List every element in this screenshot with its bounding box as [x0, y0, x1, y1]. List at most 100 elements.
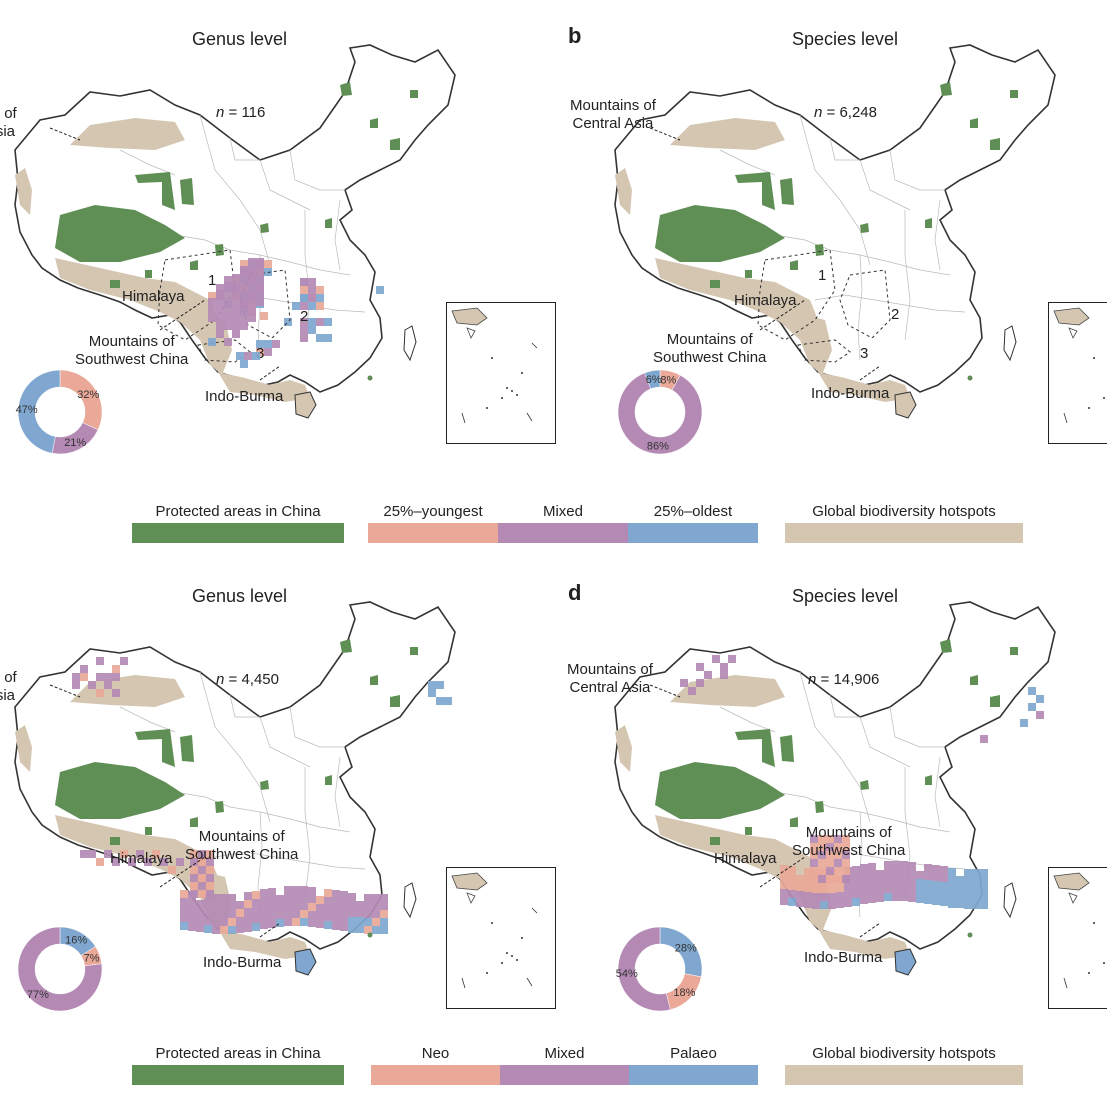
grid-cell [248, 298, 256, 306]
protected-area [780, 178, 794, 205]
grid-cell [300, 278, 308, 286]
grid-cell [284, 918, 292, 926]
grid-cell [72, 673, 80, 681]
grid-cell [180, 890, 188, 898]
region-label-indo-burma: Indo-Burma [811, 385, 890, 402]
grid-cell [220, 894, 228, 902]
grid-cell [252, 923, 260, 931]
grid-cell [826, 851, 834, 859]
protected-area [815, 244, 824, 256]
grid-cell [842, 875, 850, 883]
sample-size-value: 14,906 [833, 671, 880, 688]
protected-area [990, 138, 1000, 150]
grid-cell [812, 901, 820, 909]
grid-cell [860, 872, 868, 880]
grid-cell [324, 334, 332, 342]
grid-cell [380, 894, 388, 902]
china-map: 16% 7% 77% [14, 601, 456, 1012]
protected-area [390, 138, 400, 150]
grid-cell [324, 318, 332, 326]
hotspot-region [70, 675, 185, 707]
grid-cell [276, 895, 284, 903]
grid-cell [972, 869, 980, 877]
grid-cell [316, 294, 324, 302]
grid-cell [788, 890, 796, 898]
grid-cell [284, 318, 292, 326]
donut-slice-label: 7% [84, 953, 100, 965]
grid-cell [924, 888, 932, 896]
protected-area [925, 775, 932, 785]
grid-cell [176, 858, 184, 866]
grid-cell [228, 894, 236, 902]
donut-slice-mixed [617, 926, 671, 1012]
grid-cell [300, 894, 308, 902]
protected-area [1010, 90, 1018, 98]
grid-cell [248, 266, 256, 274]
grid-cell [818, 835, 826, 843]
grid-cell [324, 889, 332, 897]
grid-cell [868, 895, 876, 903]
grid-cell [248, 258, 256, 266]
grid-cell [308, 895, 316, 903]
legend-protected-label: Protected areas in China [155, 503, 321, 520]
donut-slice-old [17, 369, 61, 454]
sample-size-value: 116 [241, 104, 266, 121]
grid-cell [216, 290, 224, 298]
grid-cell [72, 681, 80, 689]
grid-cell [256, 290, 264, 298]
grid-cell [316, 920, 324, 928]
hotspot-region [655, 815, 818, 897]
grid-cell [300, 910, 308, 918]
grid-cell [810, 867, 818, 875]
grid-cell [292, 894, 300, 902]
grid-cell [268, 920, 276, 928]
grid-cell [1028, 703, 1036, 711]
grid-cell [316, 302, 324, 310]
region-label-himalaya: Himalaya [714, 850, 777, 867]
sample-size: n = 4,450 [216, 671, 279, 688]
grid-cell [196, 924, 204, 932]
grid-cell [180, 914, 188, 922]
grid-cell [216, 298, 224, 306]
grid-cell [810, 835, 818, 843]
map-panel-a: 32% 21% 47% Genus level n = 116 ntains of tra… [0, 0, 560, 500]
grid-cell [932, 865, 940, 873]
grid-cell [206, 850, 214, 858]
grid-cell [244, 916, 252, 924]
grid-cell [804, 884, 812, 892]
grid-cell [104, 850, 112, 858]
protected-area [790, 260, 798, 270]
grid-cell [198, 858, 206, 866]
legend-palaeo-swatch [629, 1065, 758, 1085]
grid-cell [240, 274, 248, 282]
south-china-sea-inset [446, 867, 556, 1009]
protected-area [110, 280, 120, 288]
grid-cell [720, 671, 728, 679]
grid-cell [916, 879, 924, 887]
grid-cell [180, 906, 188, 914]
grid-cell [144, 858, 152, 866]
grid-cell [980, 735, 988, 743]
grid-cell [216, 284, 224, 292]
grid-cell [812, 885, 820, 893]
legend-young-label: 25%–youngest [383, 503, 483, 520]
grid-cell [308, 286, 316, 294]
grid-cell [212, 910, 220, 918]
grid-cell [780, 873, 788, 881]
south-china-sea-inset [1048, 302, 1107, 444]
grid-cell [188, 915, 196, 923]
grid-cell [324, 921, 332, 929]
grid-cell [364, 894, 372, 902]
grid-cell [208, 292, 216, 300]
grid-cell [900, 877, 908, 885]
protected-area [180, 735, 194, 762]
grid-cell [232, 274, 240, 282]
grid-cell [788, 898, 796, 906]
region-label-southwest: Mountains of Southwest China [653, 331, 767, 366]
grid-cell [292, 886, 300, 894]
grid-cell [198, 874, 206, 882]
grid-cell [224, 290, 232, 298]
grid-cell [696, 679, 704, 687]
grid-cell [264, 340, 272, 348]
grid-cell [444, 697, 452, 705]
